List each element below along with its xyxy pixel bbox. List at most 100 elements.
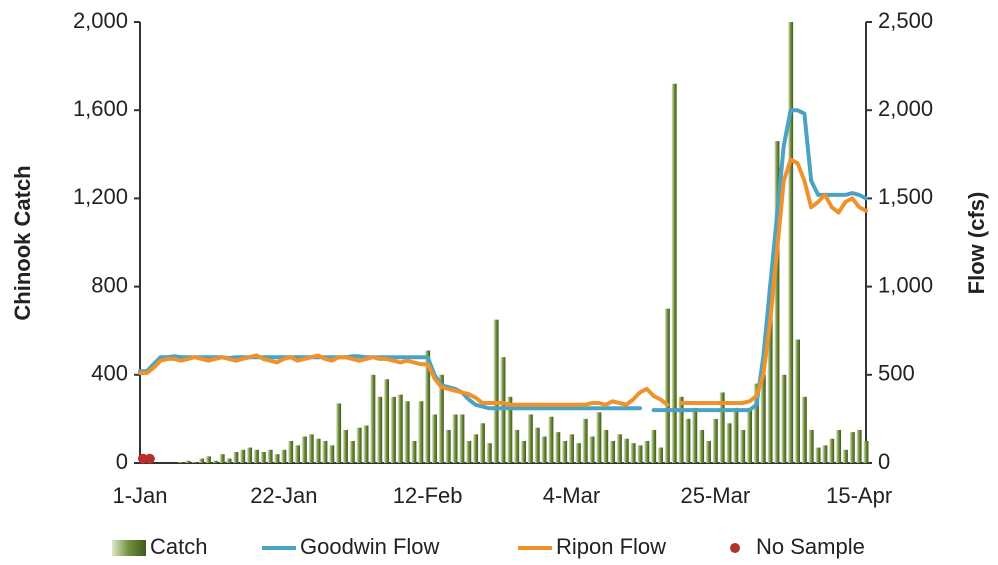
bar xyxy=(322,440,328,463)
bar xyxy=(315,438,321,463)
bar xyxy=(411,440,417,463)
bar xyxy=(253,449,259,463)
legend-label: Ripon Flow xyxy=(556,534,666,559)
flow-line xyxy=(138,353,670,407)
bar xyxy=(774,141,780,463)
no-sample-point xyxy=(138,453,148,464)
bar xyxy=(644,440,650,463)
bar xyxy=(404,401,410,463)
bar xyxy=(856,429,862,463)
y-tick-label: 0 xyxy=(116,449,128,474)
bar xyxy=(281,449,287,463)
bar xyxy=(521,440,527,463)
y2-tick-label: 0 xyxy=(878,449,890,474)
bar xyxy=(760,374,766,463)
bar xyxy=(801,396,807,463)
bar xyxy=(267,449,273,463)
bar xyxy=(486,443,492,463)
bar xyxy=(199,458,205,463)
y-axis-title: Chinook Catch xyxy=(10,165,35,320)
bar xyxy=(534,427,540,463)
bar xyxy=(623,438,629,463)
bar xyxy=(233,451,239,463)
bar xyxy=(671,83,677,464)
bar xyxy=(240,449,246,463)
bar xyxy=(185,460,191,463)
bar xyxy=(569,434,574,463)
bar xyxy=(582,418,588,463)
bar xyxy=(247,447,253,463)
bar xyxy=(432,414,437,463)
bar xyxy=(343,429,348,463)
bar xyxy=(397,394,403,463)
x-tick-label: 22-Jan xyxy=(250,483,317,508)
x-tick-label: 25-Mar xyxy=(680,483,750,508)
bar xyxy=(425,350,431,463)
y2-axis-title: Flow (cfs) xyxy=(964,192,989,295)
bar xyxy=(226,458,232,463)
bar xyxy=(658,447,663,463)
bar xyxy=(699,429,705,463)
bar xyxy=(288,440,294,463)
bar xyxy=(719,392,725,463)
y2-tick-label: 2,500 xyxy=(878,8,933,33)
legend-swatch xyxy=(730,543,740,553)
bar xyxy=(301,436,307,463)
bar xyxy=(651,429,657,463)
bar xyxy=(370,374,376,463)
no-sample-point xyxy=(144,453,155,464)
bar xyxy=(219,454,225,463)
bar xyxy=(459,414,465,463)
y-tick-label: 2,000 xyxy=(73,8,128,33)
y2-tick-label: 1,000 xyxy=(878,272,933,297)
bar xyxy=(808,429,814,463)
bar xyxy=(822,445,828,463)
bar xyxy=(575,443,581,463)
y2-tick-label: 1,500 xyxy=(878,184,933,209)
bar xyxy=(329,445,335,463)
bar xyxy=(630,443,636,463)
bar xyxy=(603,429,609,463)
bar xyxy=(842,449,848,463)
bar xyxy=(178,461,184,463)
bar xyxy=(795,339,800,463)
x-tick-label: 1-Jan xyxy=(112,483,167,508)
bar xyxy=(829,438,835,463)
flow-line xyxy=(651,108,868,413)
bar xyxy=(678,396,684,463)
y-tick-label: 800 xyxy=(91,272,128,297)
bar xyxy=(863,440,869,463)
bar xyxy=(712,418,718,463)
y-tick-label: 1,200 xyxy=(73,184,128,209)
bar xyxy=(479,423,485,463)
bar xyxy=(192,461,198,463)
bar xyxy=(788,22,794,463)
bar xyxy=(740,429,746,463)
bar xyxy=(616,434,622,463)
x-tick-label: 15-Apr xyxy=(826,483,892,508)
bar xyxy=(452,414,458,463)
flow-line xyxy=(679,157,868,405)
y2-tick-label: 2,000 xyxy=(878,96,933,121)
x-tick-label: 4-Mar xyxy=(543,483,600,508)
bar xyxy=(527,414,533,463)
legend-label: No Sample xyxy=(756,534,865,559)
bar xyxy=(726,423,732,463)
legend-swatch xyxy=(112,540,146,556)
bar xyxy=(363,425,369,463)
bar xyxy=(212,460,218,463)
bar xyxy=(733,407,739,463)
bar xyxy=(274,454,280,463)
bar xyxy=(356,427,362,463)
bar xyxy=(466,440,472,463)
bar xyxy=(377,396,383,463)
bar xyxy=(473,434,479,463)
bar xyxy=(753,383,759,463)
flow-line xyxy=(138,354,642,411)
bar xyxy=(706,440,711,463)
bar xyxy=(541,436,547,463)
bar xyxy=(349,440,355,463)
bar xyxy=(308,434,314,463)
